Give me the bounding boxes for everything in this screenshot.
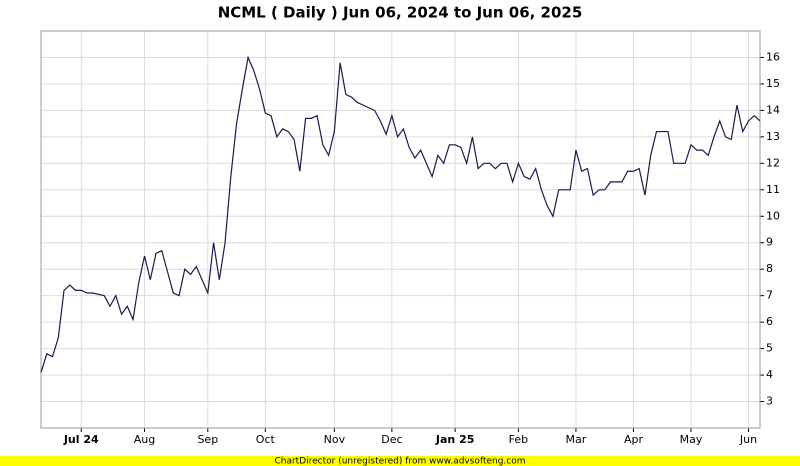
- y-tick-label: 6: [766, 315, 773, 328]
- y-tick-label: 14: [766, 103, 780, 116]
- y-tick-label: 13: [766, 130, 780, 143]
- x-tick-label: Mar: [566, 433, 587, 446]
- price-line: [40, 55, 761, 373]
- chart-title: NCML ( Daily ) Jun 06, 2024 to Jun 06, 2…: [218, 4, 583, 22]
- y-tick-label: 9: [766, 236, 773, 249]
- x-tick-label: Apr: [624, 433, 644, 446]
- x-tick-label: Feb: [509, 433, 528, 446]
- x-tick-label: Dec: [381, 433, 402, 446]
- x-tick-label: Jun: [739, 433, 757, 446]
- x-tick-label: Aug: [134, 433, 155, 446]
- y-tick-label: 4: [766, 368, 773, 381]
- y-tick-label: 8: [766, 262, 773, 275]
- x-tick-label: May: [680, 433, 703, 446]
- y-tick-label: 12: [766, 156, 780, 169]
- footer: ChartDirector (unregistered) from www.ad…: [274, 457, 525, 466]
- x-tick-label: Nov: [324, 433, 346, 446]
- x-tick-label: Jul 24: [63, 433, 99, 446]
- y-tick-label: 16: [766, 50, 780, 63]
- y-tick-label: 11: [766, 183, 780, 196]
- x-tick-label: Sep: [197, 433, 218, 446]
- y-tick-label: 5: [766, 342, 773, 355]
- y-tick-label: 3: [766, 395, 773, 408]
- footer-bar: [0, 456, 800, 466]
- x-tick-label: Jan 25: [435, 433, 474, 446]
- y-tick-label: 7: [766, 289, 773, 302]
- y-tick-label: 10: [766, 209, 780, 222]
- y-tick-label: 15: [766, 77, 780, 90]
- x-tick-label: Oct: [256, 433, 276, 446]
- plot-border: [40, 30, 761, 429]
